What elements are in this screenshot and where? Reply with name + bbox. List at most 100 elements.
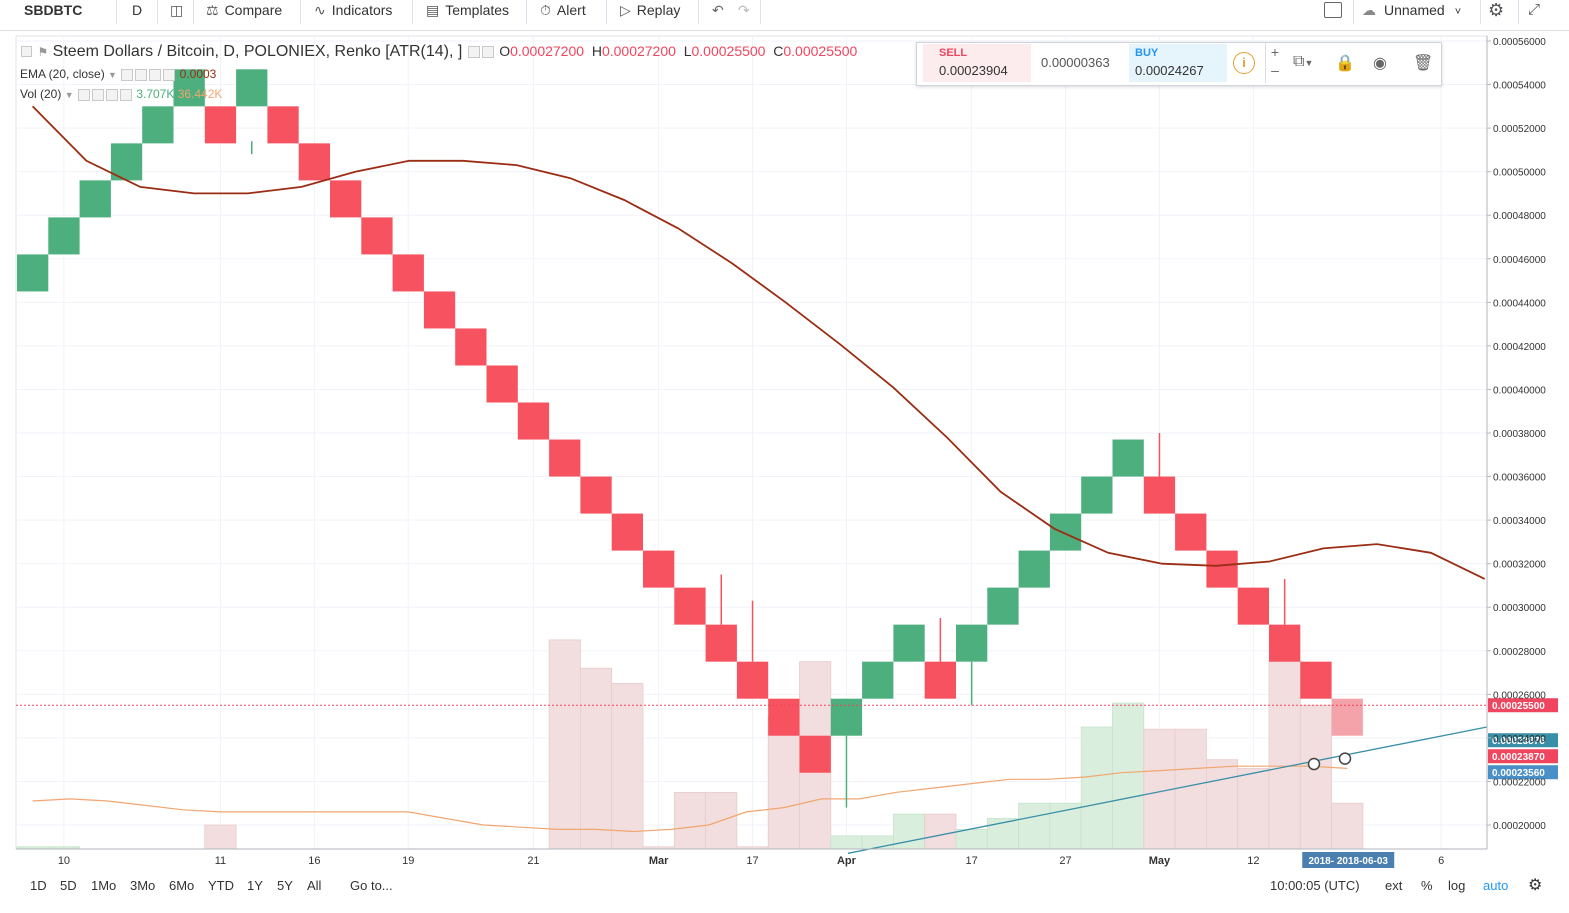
high-value: 0.00027200: [601, 43, 676, 59]
auto-toggle[interactable]: auto: [1483, 878, 1509, 893]
toolbar-divider: [698, 0, 699, 24]
range-3mo[interactable]: 3Mo: [130, 878, 156, 893]
visibility-button[interactable]: ◉: [1373, 53, 1387, 73]
indicators-label: Indicators: [331, 2, 393, 18]
renko-brick: [1112, 439, 1144, 477]
renko-brick: [48, 217, 80, 255]
renko-brick: [392, 254, 424, 292]
toolbar-divider: [300, 0, 301, 24]
close-icon[interactable]: [119, 88, 132, 101]
renko-brick: [79, 180, 111, 218]
delete-button[interactable]: 🗑: [1413, 53, 1433, 73]
fullscreen-layout-button[interactable]: [1324, 0, 1342, 24]
axis-settings-button[interactable]: ⚙: [1528, 875, 1542, 895]
goto-button[interactable]: Go to...: [350, 878, 393, 893]
eye-icon[interactable]: [121, 68, 134, 81]
minus-icon[interactable]: –: [1271, 62, 1279, 78]
layout-name: Unnamed: [1384, 2, 1445, 18]
replay-button[interactable]: ▷ Replay: [612, 0, 688, 24]
price-tick-label: 0.00044000: [1493, 298, 1546, 309]
volume-bar: [548, 639, 581, 850]
toolbar-divider: [1518, 0, 1519, 24]
close-icon[interactable]: [163, 68, 176, 81]
price-label-text: 0.00023560: [1492, 768, 1545, 779]
plus-icon[interactable]: +: [1270, 44, 1280, 60]
quantity-stepper[interactable]: + –: [1265, 43, 1284, 83]
time-tick-label: May: [1149, 855, 1171, 867]
range-1mo[interactable]: 1Mo: [91, 878, 117, 893]
price-tick-label: 0.00026000: [1493, 690, 1546, 701]
undo-button[interactable]: ↶: [704, 0, 732, 24]
range-all[interactable]: All: [307, 878, 322, 893]
compare-button[interactable]: ⚖ Compare: [198, 0, 290, 24]
volume-bar: [673, 791, 706, 850]
fullscreen-button[interactable]: ⤢: [1528, 0, 1540, 24]
alert-button[interactable]: ⏱ Alert: [532, 0, 594, 24]
volume-bar: [1080, 726, 1113, 850]
indicators-button[interactable]: ∿ Indicators: [306, 0, 400, 24]
chart-style-button[interactable]: ◫: [162, 0, 197, 24]
range-6mo[interactable]: 6Mo: [169, 878, 195, 893]
price-tick-label: 0.00034000: [1493, 516, 1546, 527]
range-5y[interactable]: 5Y: [277, 878, 293, 893]
renko-brick: [110, 143, 143, 181]
renko-brick: [298, 143, 330, 181]
collapse-icon[interactable]: [21, 46, 32, 58]
time-tick-label: 17: [746, 855, 758, 867]
crosshair-date-badge: [1302, 852, 1395, 868]
toolbar-divider: [1480, 0, 1481, 24]
range-1y[interactable]: 1Y: [247, 878, 263, 893]
ext-toggle[interactable]: ext: [1385, 878, 1403, 893]
settings-button[interactable]: ⚙: [1488, 0, 1504, 24]
clock-timezone[interactable]: 10:00:05 (UTC): [1270, 878, 1360, 893]
buy-button[interactable]: BUY 0.00024267: [1129, 44, 1227, 82]
spread-value: 0.00000363: [1041, 55, 1110, 70]
chart-grid: [15, 35, 1488, 850]
renko-brick: [1175, 513, 1207, 551]
renko-brick: [768, 698, 800, 736]
layout-save-button[interactable]: ☁ Unnamed ˅: [1362, 0, 1461, 24]
sell-button[interactable]: SELL 0.00023904: [923, 44, 1031, 82]
renko-brick: [1331, 698, 1363, 736]
price-tick-label: 0.00046000: [1493, 255, 1546, 266]
volume-bar: [1237, 767, 1270, 850]
interval-button[interactable]: D: [132, 2, 143, 18]
renko-brick: [142, 106, 174, 144]
range-5d[interactable]: 5D: [60, 878, 77, 893]
eye-icon[interactable]: [467, 45, 480, 58]
percent-toggle[interactable]: %: [1421, 878, 1433, 893]
price-label-text: 0.00023870: [1492, 752, 1545, 763]
price-tick-label: 0.00030000: [1493, 603, 1546, 614]
chevron-down-icon[interactable]: ▼: [64, 90, 74, 100]
undo-icon: ↶: [712, 2, 724, 18]
plot-area: [15, 35, 1488, 850]
range-1d[interactable]: 1D: [30, 878, 47, 893]
symbol-search[interactable]: SBDBTC: [24, 2, 83, 18]
eye-icon[interactable]: [77, 88, 90, 101]
sell-label: SELL: [939, 47, 968, 59]
range-ytd[interactable]: YTD: [208, 878, 234, 893]
templates-button[interactable]: ▤ Templates: [418, 0, 517, 24]
volume-bar: [986, 818, 1019, 850]
lock-button[interactable]: 🔒: [1335, 53, 1355, 73]
volume-bar: [1268, 661, 1301, 850]
templates-label: Templates: [445, 2, 510, 18]
plus-icon[interactable]: [149, 68, 162, 81]
bottom-toolbar: 1D 5D 1Mo 3Mo 6Mo YTD 1Y 5Y All Go to...…: [0, 874, 1569, 900]
copy-button[interactable]: ⧉▼: [1293, 53, 1313, 71]
chevron-down-icon[interactable]: ▼: [108, 70, 117, 80]
renko-brick: [204, 106, 237, 144]
toolbar-divider: [116, 0, 117, 24]
gear-icon[interactable]: [135, 68, 148, 81]
gear-icon[interactable]: [91, 88, 104, 101]
gear-icon[interactable]: [481, 45, 494, 58]
plus-icon[interactable]: [105, 88, 118, 101]
toolbar-divider: [157, 0, 158, 24]
buy-label: BUY: [1135, 47, 1159, 59]
info-icon[interactable]: i: [1233, 52, 1255, 74]
renko-brick: [705, 624, 737, 662]
ema-label: EMA (20, close): [20, 67, 105, 81]
redo-button[interactable]: ↷: [730, 0, 758, 24]
log-toggle[interactable]: log: [1448, 878, 1466, 893]
